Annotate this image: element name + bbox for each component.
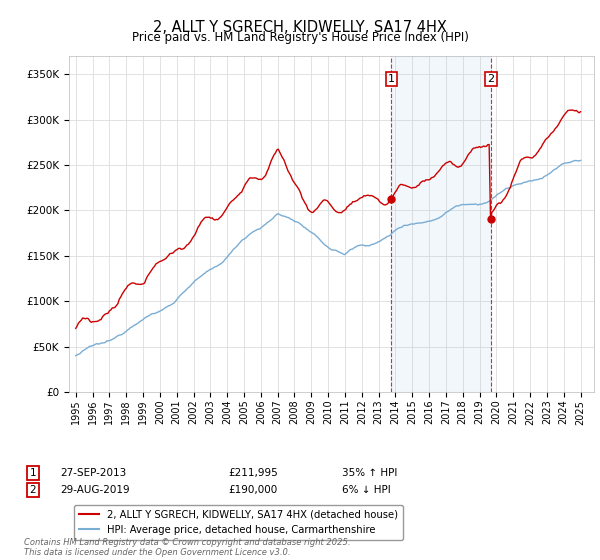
Text: 1: 1 [388, 74, 395, 84]
Text: Price paid vs. HM Land Registry's House Price Index (HPI): Price paid vs. HM Land Registry's House … [131, 31, 469, 44]
Text: £190,000: £190,000 [228, 485, 277, 495]
Text: 27-SEP-2013: 27-SEP-2013 [60, 468, 126, 478]
Text: 2: 2 [29, 485, 37, 495]
Legend: 2, ALLT Y SGRECH, KIDWELLY, SA17 4HX (detached house), HPI: Average price, detac: 2, ALLT Y SGRECH, KIDWELLY, SA17 4HX (de… [74, 505, 403, 539]
Text: 35% ↑ HPI: 35% ↑ HPI [342, 468, 397, 478]
Text: £211,995: £211,995 [228, 468, 278, 478]
Bar [391, 56, 491, 392]
Text: Contains HM Land Registry data © Crown copyright and database right 2025.
This d: Contains HM Land Registry data © Crown c… [24, 538, 350, 557]
Text: 1: 1 [29, 468, 37, 478]
Text: 2: 2 [487, 74, 494, 84]
Text: 29-AUG-2019: 29-AUG-2019 [60, 485, 130, 495]
Text: 2, ALLT Y SGRECH, KIDWELLY, SA17 4HX: 2, ALLT Y SGRECH, KIDWELLY, SA17 4HX [153, 20, 447, 35]
Text: 6% ↓ HPI: 6% ↓ HPI [342, 485, 391, 495]
